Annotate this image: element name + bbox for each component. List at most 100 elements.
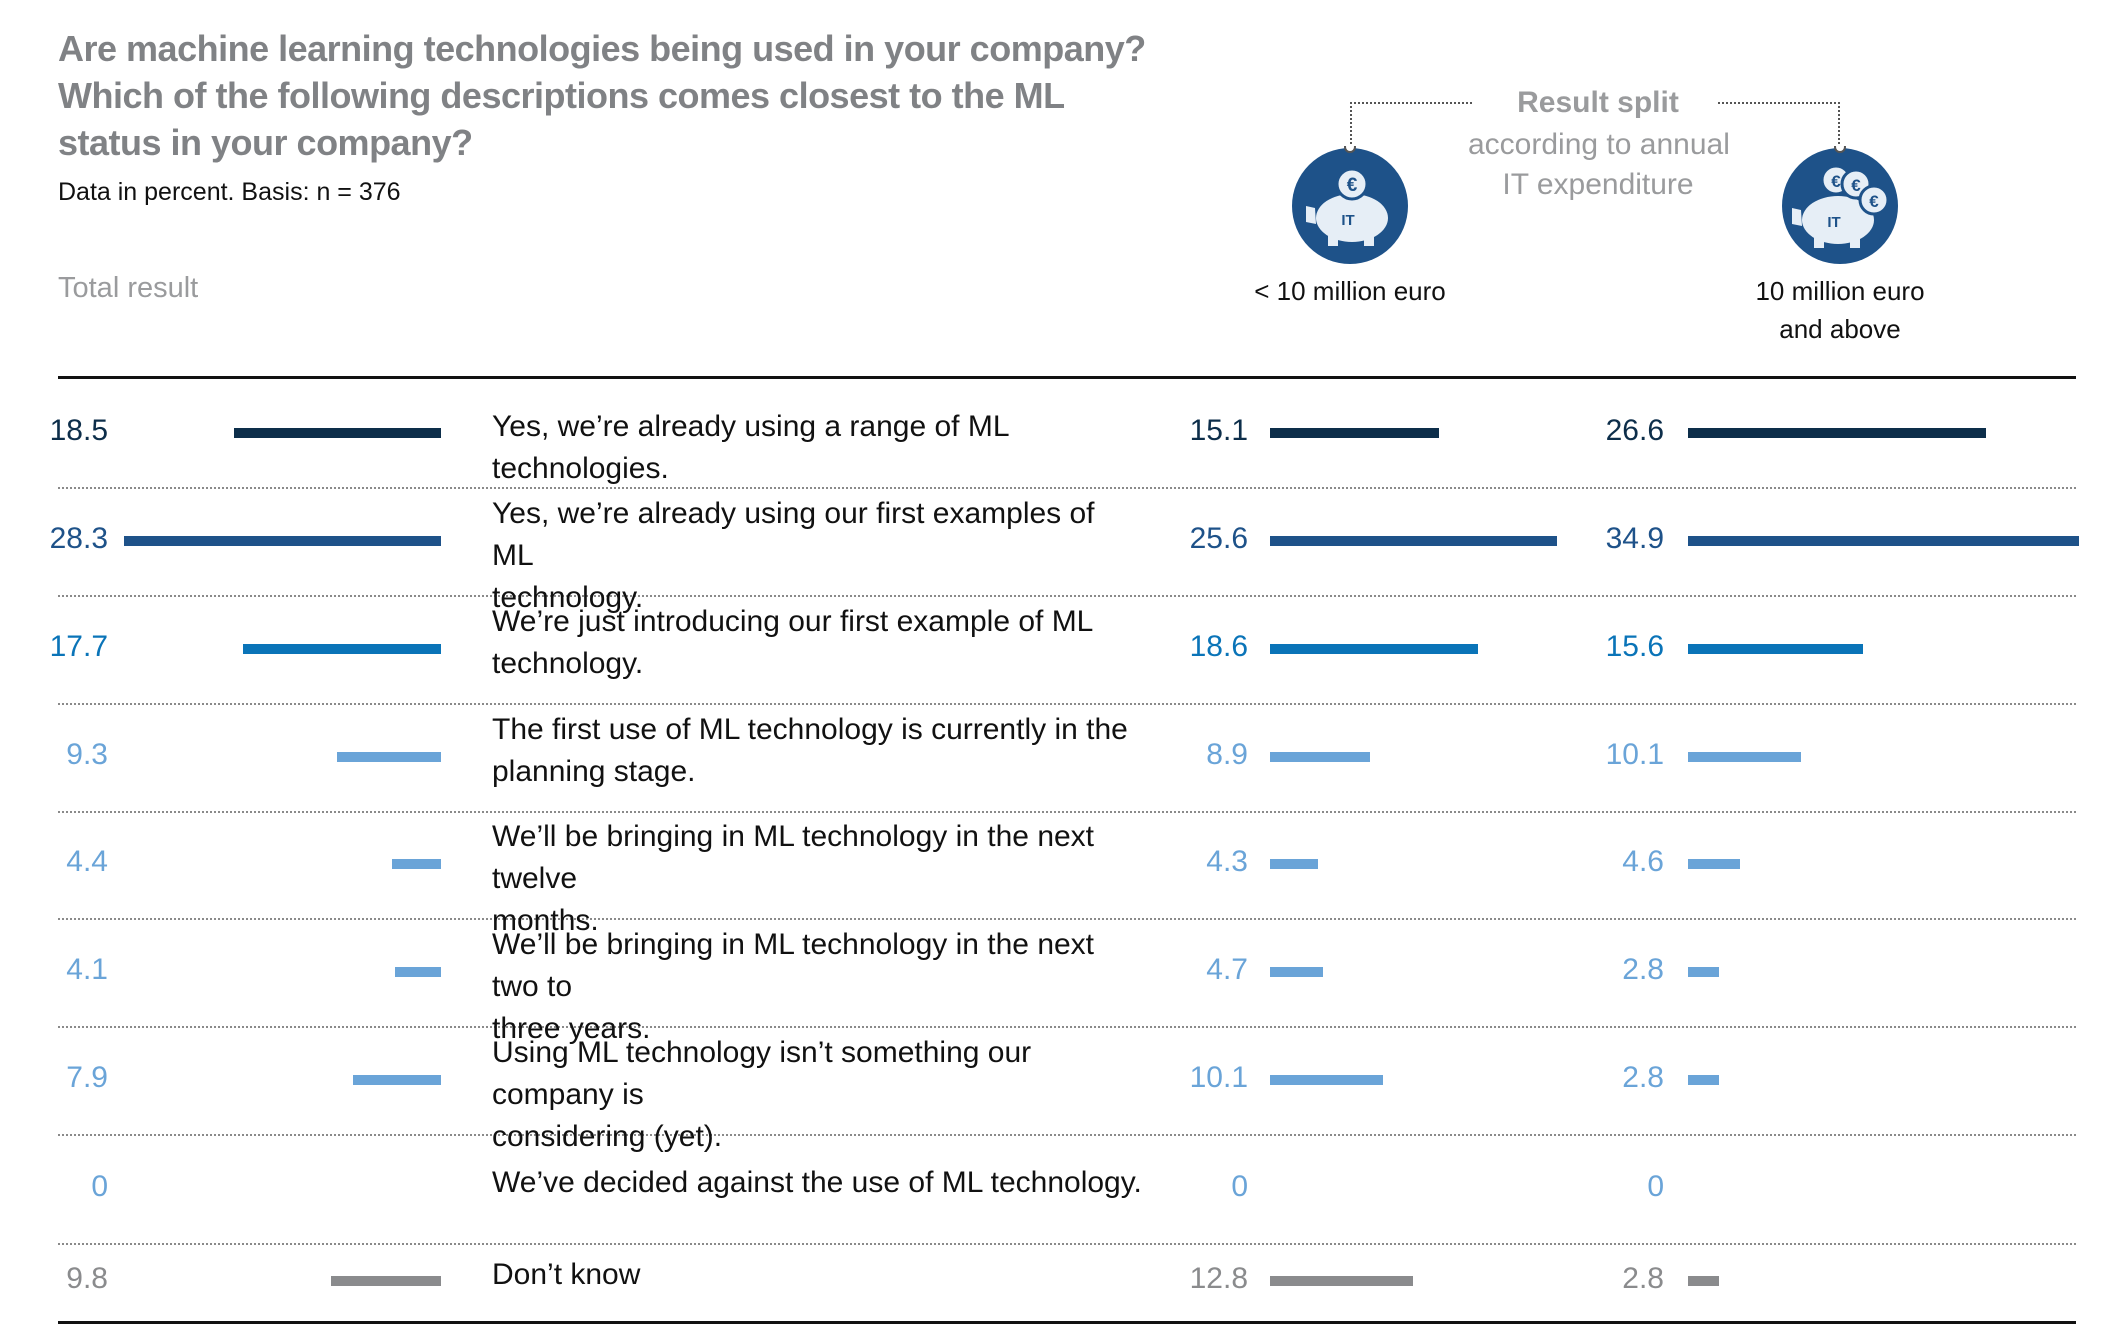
category-label-line: technology.: [492, 581, 644, 614]
row-separator: [58, 1243, 2076, 1245]
split-subtitle-line-2: IT expenditure: [1502, 168, 1694, 201]
category-label-line: We’re just introducing our first example…: [492, 605, 1094, 638]
value-label-small-it: 8.9: [1206, 738, 1248, 771]
value-label-total: 9.3: [66, 738, 108, 771]
group-label-large-line-1: 10 million euro: [1755, 276, 1925, 306]
leader-right: [1718, 102, 1840, 144]
piggy-bank-large-icon: € € € IT: [1782, 146, 1898, 264]
piggy-bank-small-icon: € IT: [1292, 146, 1408, 264]
bar-large-it: [1688, 1075, 1720, 1085]
row-separator: [58, 487, 2076, 489]
category-label-line: We’ve decided against the use of ML tech…: [492, 1166, 1142, 1199]
value-label-total: 0: [91, 1170, 108, 1203]
category-label: Using ML technology isn’t something our …: [492, 1032, 1142, 1158]
title-line-1: Are machine learning technologies being …: [58, 28, 1146, 69]
svg-text:€: €: [1831, 172, 1841, 191]
value-label-total: 4.4: [66, 845, 108, 878]
category-label: We’ll be bringing in ML technology in th…: [492, 816, 1142, 942]
value-label-total: 7.9: [66, 1061, 108, 1094]
bar-small-it: [1270, 536, 1557, 546]
value-label-large-it: 2.8: [1622, 1262, 1664, 1295]
value-label-large-it: 34.9: [1605, 522, 1664, 555]
title-line-2: Which of the following descriptions come…: [58, 75, 1065, 116]
category-label: Yes, we’re already using a range of ML t…: [492, 406, 1142, 490]
bar-total: [331, 1276, 441, 1286]
category-label: We’ve decided against the use of ML tech…: [492, 1162, 1142, 1204]
value-label-total: 28.3: [49, 522, 108, 555]
category-label-line: technology.: [492, 647, 644, 680]
value-label-small-it: 15.1: [1189, 414, 1248, 447]
value-label-large-it: 15.6: [1605, 630, 1664, 663]
bar-total: [336, 752, 441, 762]
value-label-small-it: 25.6: [1189, 522, 1248, 555]
value-label-large-it: 2.8: [1622, 1061, 1664, 1094]
row-separator: [58, 811, 2076, 813]
value-label-small-it: 0: [1231, 1170, 1248, 1203]
title-line-3: status in your company?: [58, 122, 473, 163]
bar-small-it: [1270, 859, 1319, 869]
value-label-large-it: 10.1: [1605, 738, 1664, 771]
category-label-line: Using ML technology isn’t something our …: [492, 1036, 1032, 1111]
value-label-small-it: 10.1: [1189, 1061, 1248, 1094]
split-subtitle-line-1: according to annual: [1468, 128, 1730, 161]
bar-large-it: [1688, 859, 1740, 869]
group-label-large-line-2: and above: [1779, 314, 1901, 344]
category-label: We’ll be bringing in ML technology in th…: [492, 924, 1142, 1050]
category-label-line: Yes, we’re already using a range of ML t…: [492, 410, 1009, 485]
value-label-total: 18.5: [49, 414, 108, 447]
category-label-line: Don’t know: [492, 1258, 641, 1291]
row-separator: [58, 1026, 2076, 1028]
group-label-small: < 10 million euro: [1254, 276, 1446, 306]
value-label-large-it: 0: [1647, 1170, 1664, 1203]
bar-large-it: [1688, 752, 1802, 762]
bar-total: [395, 967, 441, 977]
category-label: Don’t know: [492, 1254, 1142, 1296]
bar-total: [352, 1075, 441, 1085]
value-label-small-it: 18.6: [1189, 630, 1248, 663]
bar-large-it: [1688, 1276, 1720, 1286]
category-label-line: The first use of ML technology is curren…: [492, 713, 1128, 746]
category-label-line: three years.: [492, 1012, 651, 1045]
bar-small-it: [1270, 644, 1479, 654]
row-separator: [58, 918, 2076, 920]
category-label-line: We’ll be bringing in ML technology in th…: [492, 928, 1095, 1003]
row-separator: [58, 595, 2076, 597]
value-label-large-it: 26.6: [1605, 414, 1664, 447]
value-label-large-it: 4.6: [1622, 845, 1664, 878]
category-label-line: considering (yet).: [492, 1120, 723, 1153]
value-label-total: 4.1: [66, 953, 108, 986]
split-title: Result split: [1517, 86, 1679, 119]
value-label-small-it: 12.8: [1189, 1262, 1248, 1295]
bar-small-it: [1270, 428, 1440, 438]
bar-small-it: [1270, 1276, 1414, 1286]
bar-large-it: [1688, 967, 1720, 977]
row-separator: [58, 703, 2076, 705]
top-rule: [58, 376, 2076, 379]
category-label: We’re just introducing our first example…: [492, 601, 1142, 685]
svg-text:IT: IT: [1341, 212, 1354, 229]
svg-text:€: €: [1869, 192, 1879, 211]
bar-large-it: [1688, 644, 1863, 654]
bar-small-it: [1270, 1075, 1384, 1085]
category-label-line: months.: [492, 904, 599, 937]
category-label-line: Yes, we’re already using our first examp…: [492, 497, 1095, 572]
svg-text:€: €: [1851, 176, 1861, 195]
total-result-label: Total result: [58, 272, 199, 304]
bar-total: [233, 428, 441, 438]
bar-total: [124, 536, 441, 546]
svg-text:IT: IT: [1827, 214, 1840, 231]
bar-large-it: [1688, 536, 2079, 546]
bar-small-it: [1270, 752, 1370, 762]
value-label-total: 17.7: [49, 630, 108, 663]
svg-text:€: €: [1347, 175, 1358, 196]
category-label: The first use of ML technology is curren…: [492, 709, 1142, 793]
bar-large-it: [1688, 428, 1986, 438]
subtitle: Data in percent. Basis: n = 376: [58, 178, 401, 206]
row-separator: [58, 1134, 2076, 1136]
value-label-large-it: 2.8: [1622, 953, 1664, 986]
bar-total: [242, 644, 441, 654]
leader-left: [1350, 102, 1472, 144]
bar-total: [391, 859, 441, 869]
category-label-line: We’ll be bringing in ML technology in th…: [492, 820, 1095, 895]
